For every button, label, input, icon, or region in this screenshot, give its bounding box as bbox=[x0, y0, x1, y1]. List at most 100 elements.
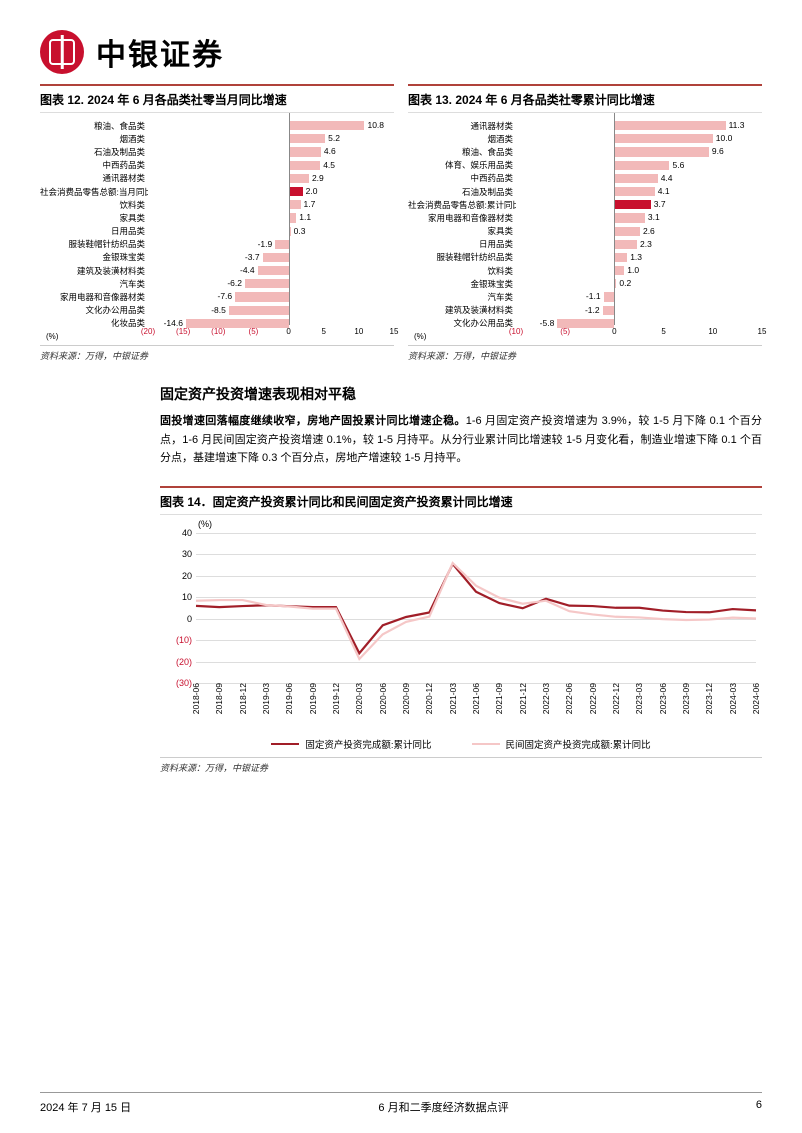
x-tick-label: 2018-06 bbox=[191, 683, 201, 714]
hbar-bar bbox=[289, 187, 303, 196]
x-tick-label: 2024-03 bbox=[728, 683, 738, 714]
x-tick: (5) bbox=[560, 327, 570, 336]
hbar-bar bbox=[614, 200, 650, 209]
hbar-label: 金银珠宝类 bbox=[408, 278, 516, 290]
hbar-label: 日用品类 bbox=[408, 238, 516, 250]
hbar-value: 10.8 bbox=[367, 119, 384, 132]
hbar-value: 2.3 bbox=[640, 238, 652, 251]
hbar-value: 0.3 bbox=[294, 225, 306, 238]
hbar-bar bbox=[614, 187, 654, 196]
hbar-bar bbox=[235, 292, 288, 301]
hbar-row: 粮油、食品类9.6 bbox=[408, 145, 762, 158]
hbar-row: 家用电器和音像器材类-7.6 bbox=[40, 290, 394, 303]
section-heading: 固定资产投资增速表现相对平稳 bbox=[160, 384, 762, 404]
hbar-label: 服装鞋帽针纺织品类 bbox=[408, 251, 516, 263]
hbar-row: 石油及制品类 4.6 bbox=[40, 145, 394, 158]
hbar-label: 通讯器材类 bbox=[408, 120, 516, 132]
hbar-row: 文化办公用品类-8.5 bbox=[40, 304, 394, 317]
y-tick-label: (30) bbox=[168, 678, 192, 688]
chart-14-title: 图表 14．固定资产投资累计同比和民间固定资产投资累计同比增速 bbox=[160, 486, 762, 515]
x-tick-label: 2023-12 bbox=[704, 683, 714, 714]
x-tick-label: 2021-12 bbox=[518, 683, 528, 714]
hbar-value: -7.6 bbox=[218, 290, 233, 303]
x-tick-label: 2021-03 bbox=[448, 683, 458, 714]
hbar-bar bbox=[614, 161, 669, 170]
x-tick: 15 bbox=[390, 327, 399, 336]
x-tick-label: 2022-06 bbox=[564, 683, 574, 714]
hbar-value: 5.6 bbox=[673, 159, 685, 172]
hbar-row: 服装鞋帽针纺织品类-1.9 bbox=[40, 238, 394, 251]
hbar-bar bbox=[229, 306, 289, 315]
chart-12-source: 资料来源：万得，中银证券 bbox=[40, 345, 394, 368]
hbar-label: 文化办公用品类 bbox=[408, 317, 516, 329]
x-tick-label: 2020-12 bbox=[424, 683, 434, 714]
chart-12-title: 图表 12. 2024 年 6 月各品类社零当月同比增速 bbox=[40, 84, 394, 113]
x-tick: (15) bbox=[176, 327, 190, 336]
hbar-bar bbox=[263, 253, 289, 262]
boc-logo-icon bbox=[40, 30, 84, 74]
x-tick: 10 bbox=[354, 327, 363, 336]
hbar-row: 体育、娱乐用品类5.6 bbox=[408, 159, 762, 172]
x-tick-label: 2019-06 bbox=[284, 683, 294, 714]
hbar-label: 汽车类 bbox=[408, 291, 516, 303]
hbar-value: -1.2 bbox=[585, 304, 600, 317]
page-footer: 2024 年 7 月 15 日 6 月和二季度经济数据点评 6 bbox=[40, 1092, 762, 1115]
y-tick-label: 30 bbox=[168, 549, 192, 559]
hbar-bar bbox=[289, 161, 321, 170]
hbar-value: 5.2 bbox=[328, 132, 340, 145]
hbar-bar bbox=[603, 306, 615, 315]
hbar-value: 2.9 bbox=[312, 172, 324, 185]
brand-name: 中银证券 bbox=[96, 30, 224, 74]
x-tick: 0 bbox=[286, 327, 290, 336]
chart-14-unit: (%) bbox=[198, 519, 212, 529]
legend-item-1: 固定资产投资完成额:累计同比 bbox=[271, 737, 431, 751]
hbar-row: 社会消费品零售总额:累计同比3.7 bbox=[408, 198, 762, 211]
hbar-value: 11.3 bbox=[729, 119, 745, 132]
chart-13: 图表 13. 2024 年 6 月各品类社零累计同比增速 (%) 通讯器材类11… bbox=[408, 84, 762, 368]
x-tick-label: 2021-06 bbox=[471, 683, 481, 714]
hbar-value: 1.3 bbox=[630, 251, 642, 264]
hbar-bar bbox=[614, 227, 640, 236]
legend-item-2: 民间固定资产投资完成额:累计同比 bbox=[472, 737, 651, 751]
hbar-value: 3.1 bbox=[648, 211, 660, 224]
hbar-row: 烟酒类5.2 bbox=[40, 132, 394, 145]
section-body-bold: 固投增速回落幅度继续收窄，房地产固投累计同比增速企稳。 bbox=[160, 415, 466, 427]
hbar-label: 饮料类 bbox=[408, 265, 516, 277]
hbar-value: 1.0 bbox=[627, 264, 639, 277]
x-tick: 10 bbox=[708, 327, 717, 336]
hbar-bar bbox=[245, 279, 289, 288]
hbar-label: 汽车类 bbox=[40, 278, 148, 290]
hbar-value: -1.1 bbox=[586, 290, 601, 303]
hbar-label: 化妆品类 bbox=[40, 317, 148, 329]
x-tick: 0 bbox=[612, 327, 616, 336]
chart-13-unit: (%) bbox=[414, 332, 426, 341]
chart-12: 图表 12. 2024 年 6 月各品类社零当月同比增速 (%) 粮油、食品类1… bbox=[40, 84, 394, 368]
x-tick-label: 2023-09 bbox=[681, 683, 691, 714]
hbar-value: 1.7 bbox=[304, 198, 316, 211]
hbar-label: 建筑及装潢材料类 bbox=[40, 265, 148, 277]
hbar-label: 粮油、食品类 bbox=[408, 146, 516, 158]
y-tick-label: 10 bbox=[168, 592, 192, 602]
hbar-value: -1.9 bbox=[258, 238, 273, 251]
hbar-row: 金银珠宝类-3.7 bbox=[40, 251, 394, 264]
chart-14-legend: 固定资产投资完成额:累计同比 民间固定资产投资完成额:累计同比 bbox=[160, 737, 762, 751]
hbar-value: -8.5 bbox=[211, 304, 226, 317]
hbar-label: 建筑及装潢材料类 bbox=[408, 304, 516, 316]
hbar-row: 汽车类 -1.1 bbox=[408, 290, 762, 303]
hbar-label: 通讯器材类 bbox=[40, 172, 148, 184]
hbar-value: 4.6 bbox=[324, 145, 336, 158]
chart-14-plot: (%) (30)(20)(10)010203040 2018-062018-09… bbox=[160, 515, 762, 755]
hbar-row: 家具类2.6 bbox=[408, 225, 762, 238]
hbar-bar bbox=[289, 147, 321, 156]
hbar-bar bbox=[614, 134, 712, 143]
hbar-bar bbox=[614, 147, 708, 156]
hbar-label: 石油及制品类 bbox=[40, 146, 148, 158]
hbar-bar bbox=[289, 213, 297, 222]
legend-swatch-2 bbox=[472, 743, 500, 746]
hbar-bar bbox=[614, 174, 657, 183]
hbar-label: 烟酒类 bbox=[408, 133, 516, 145]
x-tick-label: 2020-03 bbox=[354, 683, 364, 714]
hbar-value: 0.2 bbox=[619, 277, 631, 290]
hbar-row: 烟酒类10.0 bbox=[408, 132, 762, 145]
hbar-row: 家具类1.1 bbox=[40, 211, 394, 224]
